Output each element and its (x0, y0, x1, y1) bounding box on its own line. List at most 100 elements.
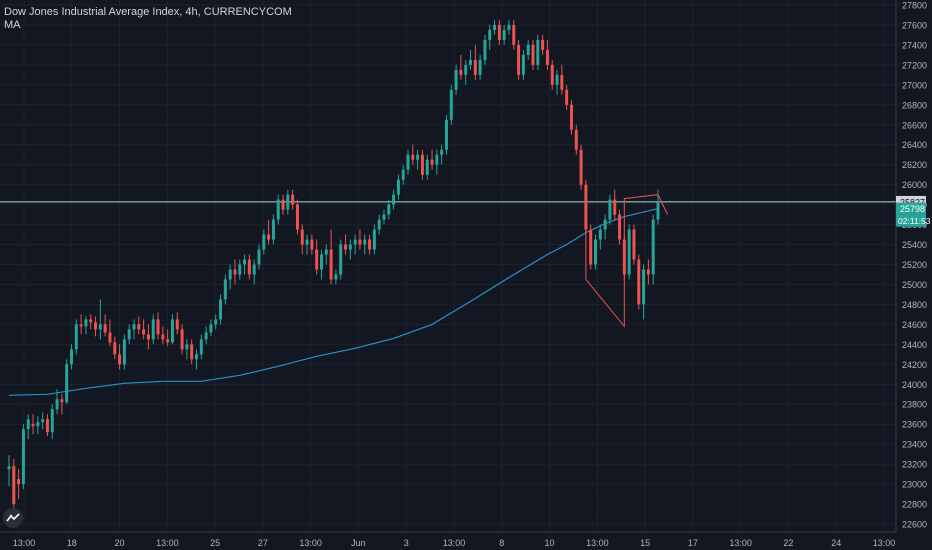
y-tick-label: 26600 (902, 120, 927, 130)
candle-body (469, 59, 473, 65)
up-candle (243, 254, 247, 275)
up-candle (127, 324, 131, 345)
up-candle (41, 412, 45, 430)
candle-body (589, 229, 593, 265)
up-candle (238, 259, 242, 280)
symbol-title[interactable]: Dow Jones Industrial Average Index, 4h, … (4, 6, 292, 18)
y-tick-label: 22600 (902, 520, 927, 530)
up-candle (74, 319, 78, 355)
x-tick-label: 13:00 (299, 538, 322, 548)
candle-body (50, 409, 54, 433)
down-candle (517, 39, 521, 80)
candle-body (300, 229, 304, 245)
up-candle (440, 144, 444, 165)
x-tick-label: 10 (545, 538, 555, 548)
up-candle (507, 19, 511, 35)
candle-body (493, 24, 497, 30)
down-candle (512, 19, 516, 50)
candle-body (17, 479, 21, 485)
up-candle (26, 414, 30, 440)
up-candle (483, 34, 487, 65)
up-candle (257, 244, 261, 270)
down-candle (560, 64, 564, 95)
up-candle (502, 24, 506, 45)
tradingview-logo-icon[interactable] (3, 508, 23, 528)
down-candle (579, 144, 583, 190)
candle-body (238, 264, 242, 275)
candle-body (70, 349, 73, 365)
down-candle (618, 209, 622, 245)
up-candle (122, 334, 126, 370)
candle-body (223, 279, 227, 300)
candle-body (531, 44, 535, 65)
down-candle (368, 234, 372, 255)
x-tick-label: 27 (258, 538, 268, 548)
drawing-line (585, 194, 669, 328)
down-candle (545, 39, 549, 70)
candle-body (618, 214, 622, 240)
x-tick-label: 18 (67, 538, 77, 548)
down-candle (190, 339, 194, 365)
up-candle (219, 294, 223, 325)
down-candle (531, 39, 535, 70)
candle-body (89, 319, 93, 323)
candle-body (521, 54, 525, 75)
countdown-label-bg (896, 214, 926, 227)
candle-body (512, 24, 516, 45)
up-candle (286, 189, 290, 215)
candle-body (247, 259, 251, 275)
up-candle (209, 319, 213, 337)
candle-body (12, 466, 16, 505)
ma-value-label-bg (896, 202, 926, 215)
candle-body (305, 239, 309, 245)
candle-body (118, 354, 122, 365)
candle-body (430, 159, 434, 165)
y-tick-label: 27200 (902, 60, 927, 70)
up-candle (271, 214, 275, 245)
chart-legend: Dow Jones Industrial Average Index, 4h, … (4, 6, 292, 32)
down-candle (156, 312, 160, 340)
indicator-label[interactable]: MA (4, 19, 21, 31)
candle-body (132, 324, 136, 330)
up-candle (363, 234, 367, 255)
up-candle (98, 299, 102, 340)
up-candle (334, 269, 338, 285)
down-candle (142, 319, 146, 340)
down-candle (166, 329, 170, 347)
down-candle (247, 254, 251, 280)
up-candle (353, 234, 357, 255)
up-candle (469, 49, 473, 70)
candle-body (65, 364, 69, 403)
down-candle (103, 314, 107, 337)
up-candle (223, 274, 227, 305)
up-candle (324, 244, 328, 265)
x-tick-label: 24 (831, 538, 841, 548)
x-tick-label: 20 (115, 538, 125, 548)
candle-body (387, 204, 391, 215)
time-axis[interactable]: 13:00 18 20 13:00 25 27 13:00 Jun 3 13:00 8 10 13:00… (0, 531, 896, 548)
candle-body (262, 234, 266, 250)
y-tick-label: 26200 (902, 160, 927, 170)
up-candle (536, 34, 540, 70)
candle-body (108, 332, 112, 343)
candle-body (348, 244, 352, 250)
down-candle (60, 394, 64, 415)
candle-body (271, 219, 275, 240)
candle-body (113, 342, 117, 355)
up-candle (377, 214, 381, 235)
triangle-drawing[interactable] (585, 194, 669, 328)
candles (7, 19, 660, 510)
candle-body (353, 239, 357, 245)
y-tick-label: 26800 (902, 100, 927, 110)
up-candle (627, 224, 631, 280)
candle-body (416, 154, 420, 160)
up-candle (204, 326, 208, 345)
price-axis[interactable]: 22600 22800 23000 23200 23400 23600 23800 24000… (895, 0, 927, 532)
ma-line (8, 208, 659, 396)
up-candle (170, 314, 174, 345)
down-candle (497, 19, 501, 45)
candle-body (574, 129, 578, 150)
x-tick-label: Jun (351, 538, 366, 548)
y-tick-label: 23200 (902, 460, 927, 470)
